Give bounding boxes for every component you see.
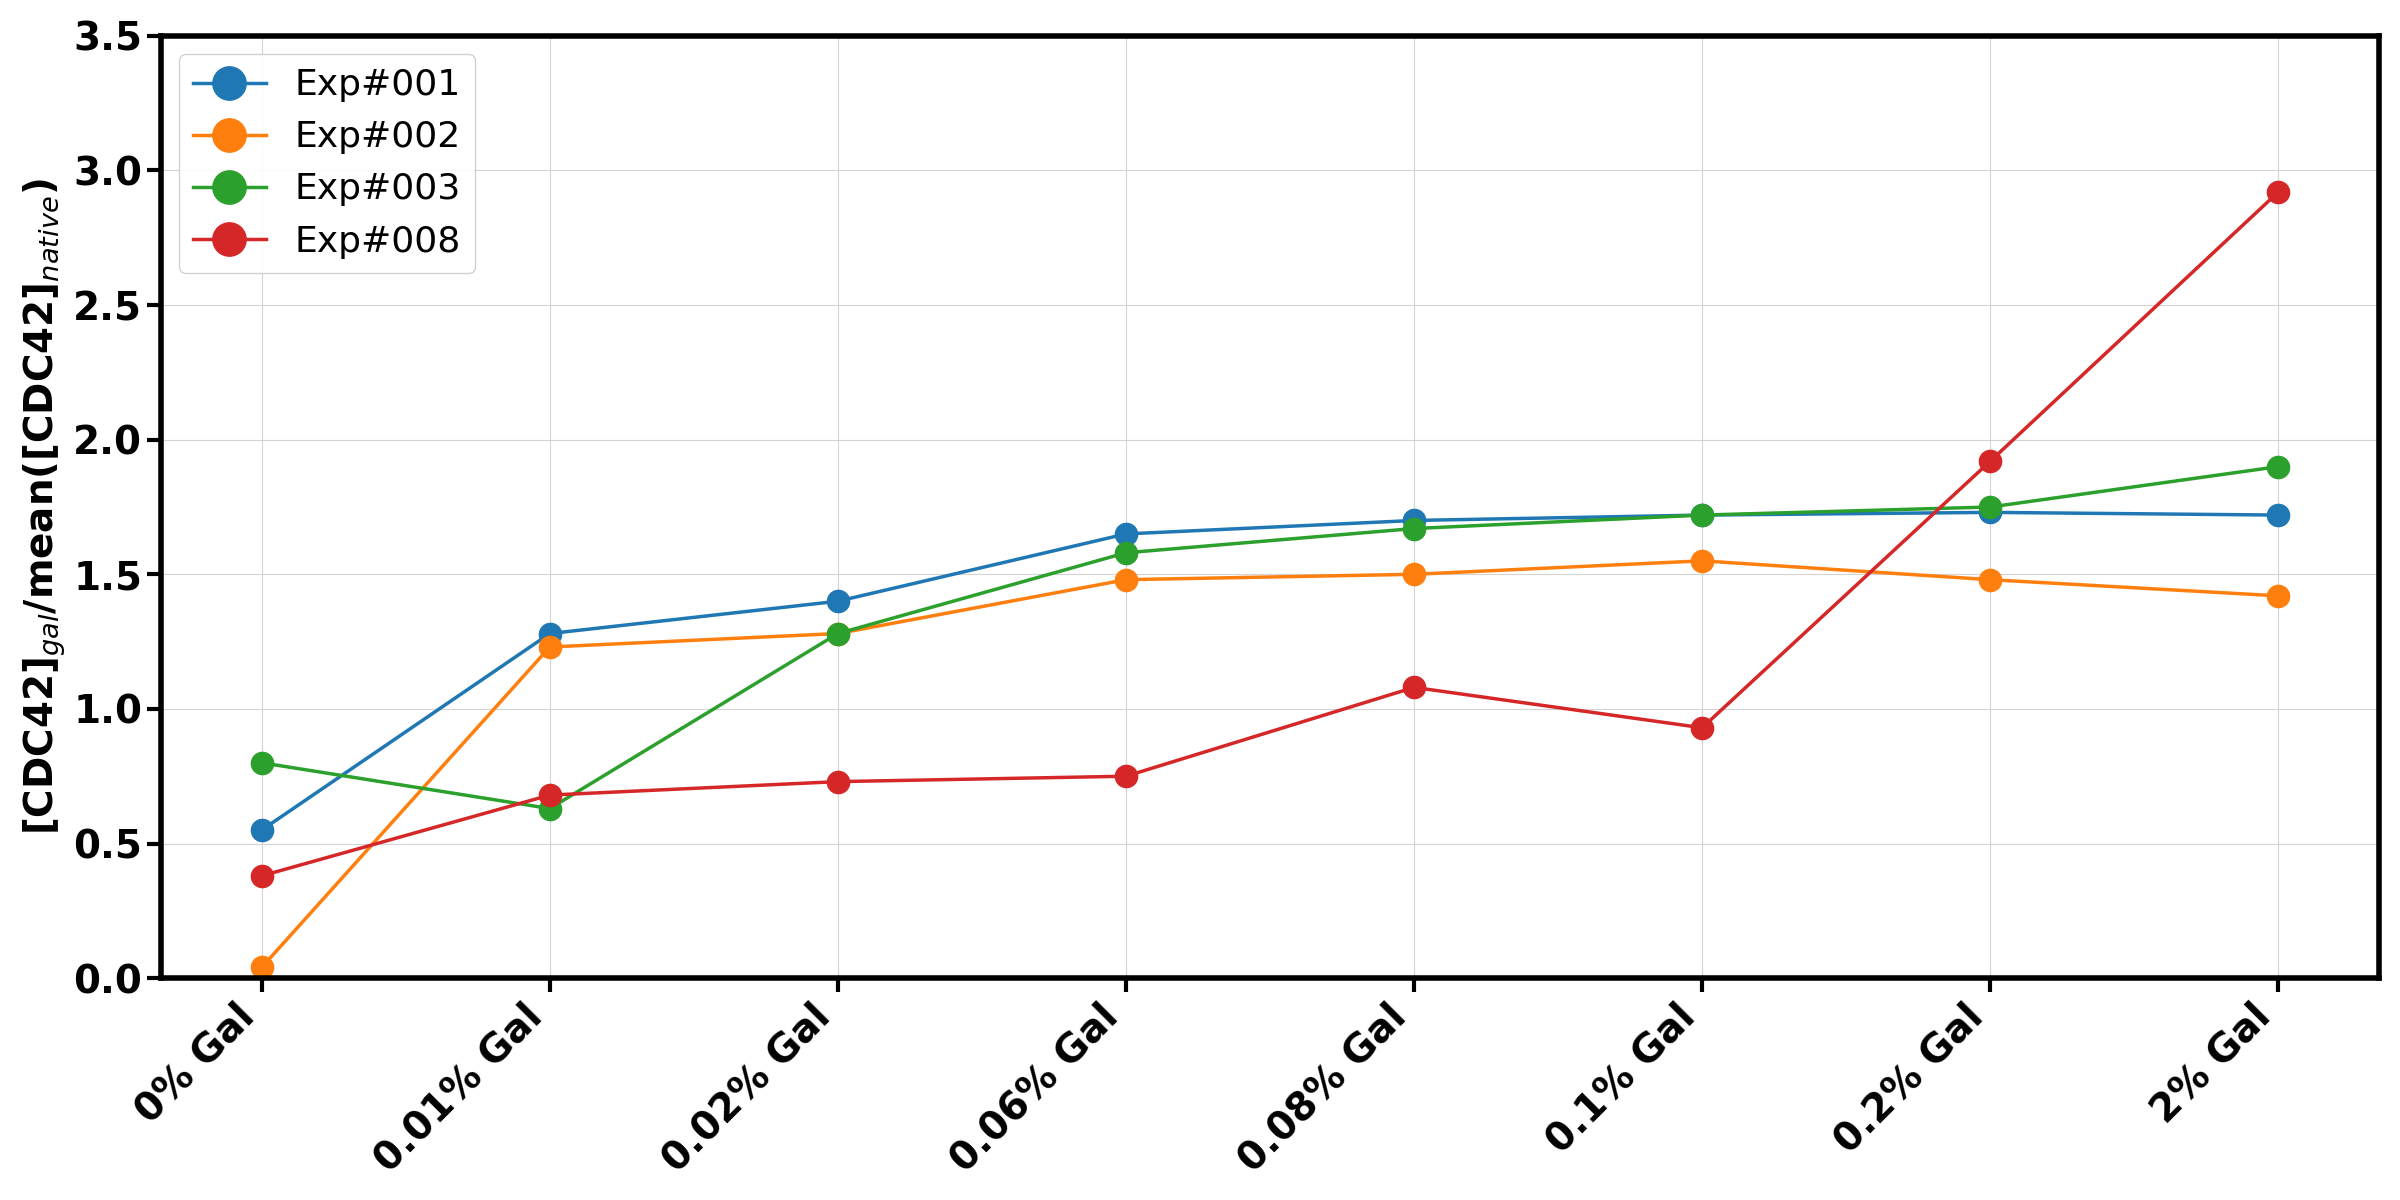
Exp#002 bbox=[247, 960, 276, 974]
Exp#002 bbox=[823, 626, 852, 641]
Exp#002 bbox=[1687, 553, 1716, 568]
Exp#002 bbox=[535, 640, 564, 654]
Line: Exp#001: Exp#001 bbox=[250, 502, 2290, 841]
Line: Exp#008: Exp#008 bbox=[250, 181, 2290, 887]
Exp#008 bbox=[1111, 769, 1140, 784]
Exp#003 bbox=[1975, 499, 2004, 514]
Exp#001 bbox=[2263, 508, 2292, 522]
Exp#008 bbox=[1975, 454, 2004, 468]
Line: Exp#003: Exp#003 bbox=[250, 456, 2290, 820]
Exp#008 bbox=[247, 869, 276, 883]
Exp#003 bbox=[247, 756, 276, 770]
Exp#008 bbox=[1399, 680, 1428, 695]
Exp#003 bbox=[535, 802, 564, 816]
Exp#002 bbox=[1111, 572, 1140, 587]
Exp#003 bbox=[2263, 460, 2292, 474]
Exp#003 bbox=[1687, 508, 1716, 522]
Exp#001 bbox=[247, 823, 276, 838]
Exp#001 bbox=[823, 594, 852, 608]
Exp#008 bbox=[2263, 185, 2292, 199]
Exp#008 bbox=[823, 774, 852, 788]
Exp#008 bbox=[535, 788, 564, 803]
Legend: Exp#001, Exp#002, Exp#003, Exp#008: Exp#001, Exp#002, Exp#003, Exp#008 bbox=[180, 54, 475, 272]
Exp#002 bbox=[1975, 572, 2004, 587]
Exp#001 bbox=[1975, 505, 2004, 520]
Exp#008 bbox=[1687, 720, 1716, 734]
Exp#002 bbox=[1399, 568, 1428, 582]
Exp#001 bbox=[1111, 527, 1140, 541]
Y-axis label: [CDC42]$_{gal}$/mean([CDC42]$_{native}$): [CDC42]$_{gal}$/mean([CDC42]$_{native}$) bbox=[22, 179, 67, 835]
Exp#003 bbox=[1399, 521, 1428, 535]
Exp#001 bbox=[1687, 508, 1716, 522]
Exp#003 bbox=[823, 626, 852, 641]
Line: Exp#002: Exp#002 bbox=[250, 550, 2290, 978]
Exp#001 bbox=[535, 626, 564, 641]
Exp#002 bbox=[2263, 589, 2292, 604]
Exp#003 bbox=[1111, 546, 1140, 560]
Exp#001 bbox=[1399, 514, 1428, 528]
